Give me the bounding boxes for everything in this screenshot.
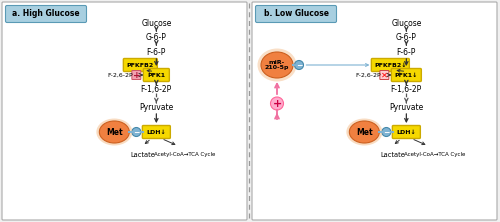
FancyBboxPatch shape [392, 69, 422, 81]
Ellipse shape [100, 121, 130, 143]
Text: LDH↓: LDH↓ [146, 129, 166, 135]
Text: a. High Glucose: a. High Glucose [12, 10, 80, 18]
Text: Acetyl-CoA→TCA Cycle: Acetyl-CoA→TCA Cycle [404, 152, 465, 157]
Ellipse shape [258, 48, 296, 81]
Circle shape [270, 97, 283, 110]
Text: PFKFB2: PFKFB2 [126, 63, 154, 67]
FancyBboxPatch shape [6, 6, 86, 22]
Text: Glucose: Glucose [391, 20, 422, 28]
Text: F-1,6-2P: F-1,6-2P [390, 85, 422, 93]
Text: F-6-P: F-6-P [146, 48, 166, 57]
Text: Met: Met [106, 127, 122, 137]
Text: Pyruvate: Pyruvate [389, 103, 424, 111]
Text: ✕: ✕ [381, 71, 388, 79]
Ellipse shape [346, 119, 382, 145]
Text: PFKFB2↓: PFKFB2↓ [374, 63, 406, 67]
Text: Pyruvate: Pyruvate [139, 103, 173, 111]
Text: −: − [383, 128, 390, 137]
Text: b. Low Glucose: b. Low Glucose [264, 10, 328, 18]
Ellipse shape [96, 119, 132, 145]
Text: LDH↓: LDH↓ [396, 129, 416, 135]
FancyBboxPatch shape [144, 69, 170, 81]
Circle shape [382, 127, 391, 137]
Text: +: + [272, 99, 281, 109]
Text: PFK1: PFK1 [148, 73, 166, 77]
Text: miR-
210-5p: miR- 210-5p [265, 59, 289, 70]
Text: Lactate: Lactate [130, 152, 155, 158]
Text: Met: Met [356, 127, 372, 137]
Text: F-2,6-2P: F-2,6-2P [108, 73, 133, 77]
Text: G-6-P: G-6-P [146, 34, 167, 42]
Text: G-6-P: G-6-P [396, 34, 417, 42]
FancyBboxPatch shape [252, 2, 497, 220]
FancyBboxPatch shape [2, 2, 247, 220]
Circle shape [294, 61, 304, 69]
Text: Glucose: Glucose [141, 20, 172, 28]
Text: F-2,6-2P: F-2,6-2P [356, 73, 381, 77]
Text: Acetyl-CoA→TCA Cycle: Acetyl-CoA→TCA Cycle [154, 152, 215, 157]
Ellipse shape [350, 121, 380, 143]
FancyBboxPatch shape [132, 71, 141, 79]
Circle shape [132, 127, 141, 137]
Text: F-1,6-2P: F-1,6-2P [140, 85, 172, 93]
Text: F-6-P: F-6-P [396, 48, 416, 57]
FancyBboxPatch shape [124, 59, 158, 71]
FancyBboxPatch shape [142, 125, 171, 139]
FancyBboxPatch shape [392, 125, 420, 139]
Text: −: − [133, 128, 140, 137]
Text: −: − [296, 61, 302, 70]
Ellipse shape [261, 52, 293, 78]
FancyBboxPatch shape [372, 59, 410, 71]
Text: +: + [132, 71, 140, 79]
FancyBboxPatch shape [256, 6, 336, 22]
Text: PFK1↓: PFK1↓ [394, 73, 418, 77]
FancyBboxPatch shape [380, 71, 389, 79]
Text: Lactate: Lactate [380, 152, 405, 158]
